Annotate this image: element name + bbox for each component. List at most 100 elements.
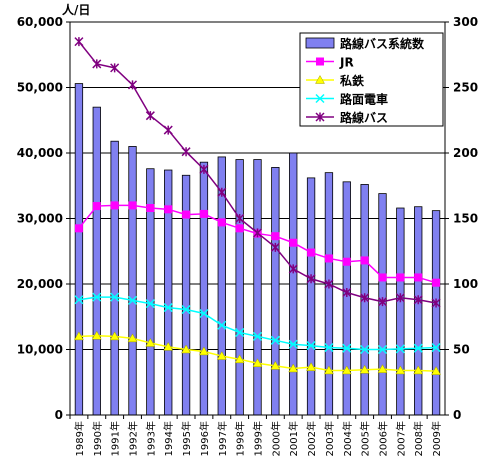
marker-x (342, 343, 352, 353)
marker-star (324, 279, 334, 289)
marker-triangle (377, 364, 388, 373)
marker-x (74, 295, 84, 305)
marker-x (306, 341, 316, 351)
legend-label: 路面電車 (340, 92, 388, 107)
marker-square (235, 224, 244, 233)
bar (396, 207, 405, 416)
y-left-tick-label: 0 (55, 408, 63, 422)
marker-x (92, 292, 102, 302)
bar (199, 161, 209, 416)
bar (431, 210, 441, 416)
bar (110, 140, 119, 416)
bar (92, 106, 101, 416)
marker-x (127, 295, 138, 305)
y-right-tick-label: 150 (453, 212, 478, 226)
marker-square (271, 232, 280, 241)
marker-square (414, 273, 423, 282)
marker-square (199, 209, 208, 218)
y-left-tick-label: 60,000 (17, 15, 63, 29)
marker-triangle (359, 364, 370, 374)
marker-square (182, 210, 191, 219)
x-tick-label: 1995年 (180, 421, 193, 456)
marker-x (288, 339, 298, 349)
marker-star (306, 274, 316, 284)
marker-x (395, 344, 405, 354)
legend-label: 路線バス系統数 (340, 36, 425, 51)
marker-star (360, 293, 370, 303)
y-left-tick-label: 40,000 (17, 146, 63, 160)
x-tick-label: 1993年 (144, 421, 157, 456)
marker-triangle (127, 333, 138, 343)
marker-x (145, 299, 155, 309)
marker-star (110, 63, 120, 73)
marker-triangle (199, 346, 209, 356)
y-right-tick-label: 100 (453, 277, 478, 291)
bar (271, 167, 280, 416)
y-left-tick-label: 50,000 (17, 81, 63, 95)
marker-triangle (181, 344, 191, 354)
marker-triangle (288, 363, 299, 373)
marker-triangle (306, 362, 316, 371)
marker-square (128, 201, 137, 210)
series-路面電車 (74, 292, 441, 355)
marker-x (360, 344, 370, 355)
marker-star (74, 37, 84, 47)
x-tick-label: 2007年 (394, 421, 407, 456)
marker-x (235, 327, 245, 338)
marker-square (378, 273, 387, 282)
marker-star (288, 264, 298, 274)
x-tick-label: 2001年 (287, 421, 300, 456)
marker-triangle (324, 365, 334, 375)
bar (414, 206, 423, 416)
marker-square (217, 218, 226, 227)
y-right-tick-label: 0 (453, 408, 461, 422)
bar (235, 159, 244, 416)
x-tick-label: 1999年 (252, 421, 265, 456)
marker-square (146, 204, 155, 213)
marker-x (163, 303, 173, 313)
marker-square (110, 201, 119, 210)
marker-x (181, 305, 191, 315)
legend-label: JR (339, 56, 354, 70)
marker-x (377, 344, 388, 355)
marker-star (127, 80, 138, 90)
x-tick-label: 1997年 (216, 421, 229, 456)
marker-x (324, 343, 334, 353)
marker-star (377, 297, 388, 307)
y-right-tick-label: 300 (453, 15, 478, 29)
marker-triangle (252, 358, 263, 368)
marker-square (432, 278, 441, 287)
y-right-tick-label: 250 (453, 81, 478, 95)
x-tick-label: 2005年 (359, 421, 372, 456)
marker-triangle (270, 360, 281, 370)
legend-label: 私鉄 (339, 73, 364, 88)
marker-star (413, 295, 423, 305)
marker-star (252, 228, 263, 238)
bar (324, 172, 334, 416)
marker-x (217, 320, 227, 330)
legend-swatch-bar (305, 37, 335, 49)
marker-triangle (341, 365, 352, 375)
x-tick-label: 1990年 (91, 421, 104, 456)
marker-square (289, 238, 298, 247)
bar (128, 146, 137, 416)
x-tick-label: 1991年 (109, 421, 122, 456)
marker-star (145, 111, 155, 121)
x-tick-label: 2004年 (341, 421, 354, 456)
marker-square (164, 205, 173, 214)
marker-triangle (91, 330, 102, 340)
marker-triangle (431, 366, 441, 375)
marker-x (270, 335, 280, 345)
marker-x (199, 308, 209, 319)
x-tick-label: 2003年 (323, 421, 336, 456)
x-tick-label: 1992年 (127, 421, 140, 456)
x-tick-label: 2000年 (269, 421, 282, 456)
x-tick-label: 2009年 (430, 421, 443, 456)
marker-star (217, 187, 227, 197)
marker-star (199, 164, 209, 174)
marker-star (395, 293, 405, 303)
marker-triangle (315, 74, 325, 84)
y-right-tick-label: 200 (453, 146, 478, 160)
marker-x (252, 331, 263, 341)
